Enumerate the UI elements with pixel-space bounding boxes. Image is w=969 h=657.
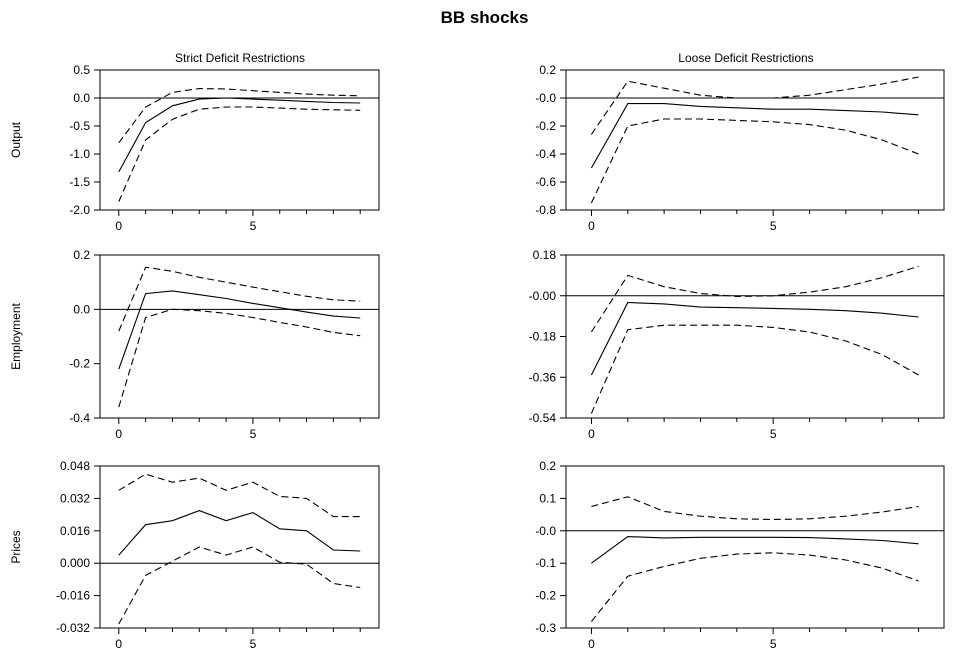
y-tick-label-prices-loose: -0.3 <box>535 621 556 635</box>
panel-frame-output-loose <box>565 69 945 211</box>
lower-band-line-output-strict <box>118 106 361 202</box>
y-tick-label-output-loose: -0.2 <box>535 119 556 133</box>
y-tick-label-output-strict: -1.5 <box>69 175 90 189</box>
y-tick-label-output-strict: 0.0 <box>73 91 90 105</box>
y-tick-label-prices-loose: -0.1 <box>535 556 556 570</box>
y-tick-label-prices-strict: 0.048 <box>60 459 90 473</box>
y-tick-label-prices-strict: -0.032 <box>56 621 90 635</box>
upper-band-line-output-strict <box>118 87 361 144</box>
x-tick-label-output-strict: 0 <box>115 219 122 233</box>
column-title-strict-deficit-restrictions: Strict Deficit Restrictions <box>175 51 305 65</box>
lower-band-line-output-loose <box>590 118 919 204</box>
lower-band-line-prices-strict <box>118 546 361 625</box>
y-tick-label-prices-loose: -0.0 <box>535 524 556 538</box>
y-tick-label-output-loose: -0.6 <box>535 175 556 189</box>
y-tick-label-prices-loose: 0.2 <box>539 459 556 473</box>
x-tick-label-output-strict: 5 <box>250 219 257 233</box>
upper-band-line-employment-loose <box>590 265 919 333</box>
y-tick-label-employment-strict: 0.0 <box>73 302 90 316</box>
panel-frame-employment-loose <box>565 254 945 419</box>
x-tick-label-employment-strict: 5 <box>250 427 257 441</box>
x-tick-label-prices-strict: 5 <box>250 637 257 651</box>
series-line-output-loose <box>590 103 919 169</box>
y-tick-label-output-loose: 0.2 <box>539 63 556 77</box>
x-tick-label-employment-loose: 5 <box>770 427 777 441</box>
panel-frame-employment-strict <box>99 254 380 419</box>
lower-band-line-employment-loose <box>590 324 919 414</box>
series-line-prices-strict <box>118 510 361 556</box>
y-tick-label-employment-strict: 0.2 <box>73 248 90 262</box>
y-tick-label-prices-loose: 0.1 <box>539 491 556 505</box>
y-tick-label-prices-strict: -0.016 <box>56 589 90 603</box>
lower-band-line-prices-loose <box>590 552 919 622</box>
y-tick-label-output-strict: 0.5 <box>73 63 90 77</box>
series-line-employment-loose <box>590 301 919 376</box>
series-line-employment-strict <box>118 290 361 370</box>
row-label-prices: Prices <box>9 530 23 563</box>
y-tick-label-prices-loose: -0.2 <box>535 589 556 603</box>
figure-title: BB shocks <box>440 8 529 27</box>
y-tick-label-output-loose: -0.0 <box>535 91 556 105</box>
y-tick-label-employment-strict: -0.2 <box>69 357 90 371</box>
y-tick-label-output-loose: -0.8 <box>535 203 556 217</box>
series-line-prices-loose <box>591 536 919 564</box>
y-tick-label-employment-loose: -0.54 <box>529 411 557 425</box>
y-tick-label-output-strict: -0.5 <box>69 119 90 133</box>
series-line-output-strict <box>118 97 361 173</box>
y-tick-label-output-strict: -2.0 <box>69 203 90 217</box>
row-label-output: Output <box>9 121 23 158</box>
x-tick-label-prices-strict: 0 <box>115 637 122 651</box>
upper-band-line-employment-strict <box>118 266 361 332</box>
y-tick-label-output-loose: -0.4 <box>535 147 556 161</box>
y-tick-label-prices-strict: 0.000 <box>60 556 90 570</box>
y-tick-label-prices-strict: 0.016 <box>60 524 90 538</box>
x-tick-label-prices-loose: 0 <box>588 637 595 651</box>
x-tick-label-output-loose: 0 <box>588 219 595 233</box>
lower-band-line-employment-strict <box>118 308 361 408</box>
y-tick-label-prices-strict: 0.032 <box>60 491 90 505</box>
y-tick-label-employment-loose: -0.00 <box>529 289 557 303</box>
y-tick-label-employment-loose: -0.36 <box>529 370 557 384</box>
x-tick-label-prices-loose: 5 <box>770 637 777 651</box>
x-tick-label-employment-loose: 0 <box>588 427 595 441</box>
y-tick-label-employment-loose: 0.18 <box>533 248 557 262</box>
x-tick-label-employment-strict: 0 <box>115 427 122 441</box>
y-tick-label-employment-loose: -0.18 <box>529 330 557 344</box>
upper-band-line-prices-strict <box>118 473 361 518</box>
panel-frame-prices-strict <box>99 465 380 629</box>
panel-frame-output-strict <box>99 69 380 211</box>
y-tick-label-output-strict: -1.0 <box>69 147 90 161</box>
row-label-employment: Employment <box>9 302 23 369</box>
x-tick-label-output-loose: 5 <box>770 219 777 233</box>
upper-band-line-prices-loose <box>591 496 919 521</box>
y-tick-label-employment-strict: -0.4 <box>69 411 90 425</box>
panel-frame-prices-loose <box>565 465 945 629</box>
column-title-loose-deficit-restrictions: Loose Deficit Restrictions <box>678 51 813 65</box>
upper-band-line-output-loose <box>590 76 919 135</box>
